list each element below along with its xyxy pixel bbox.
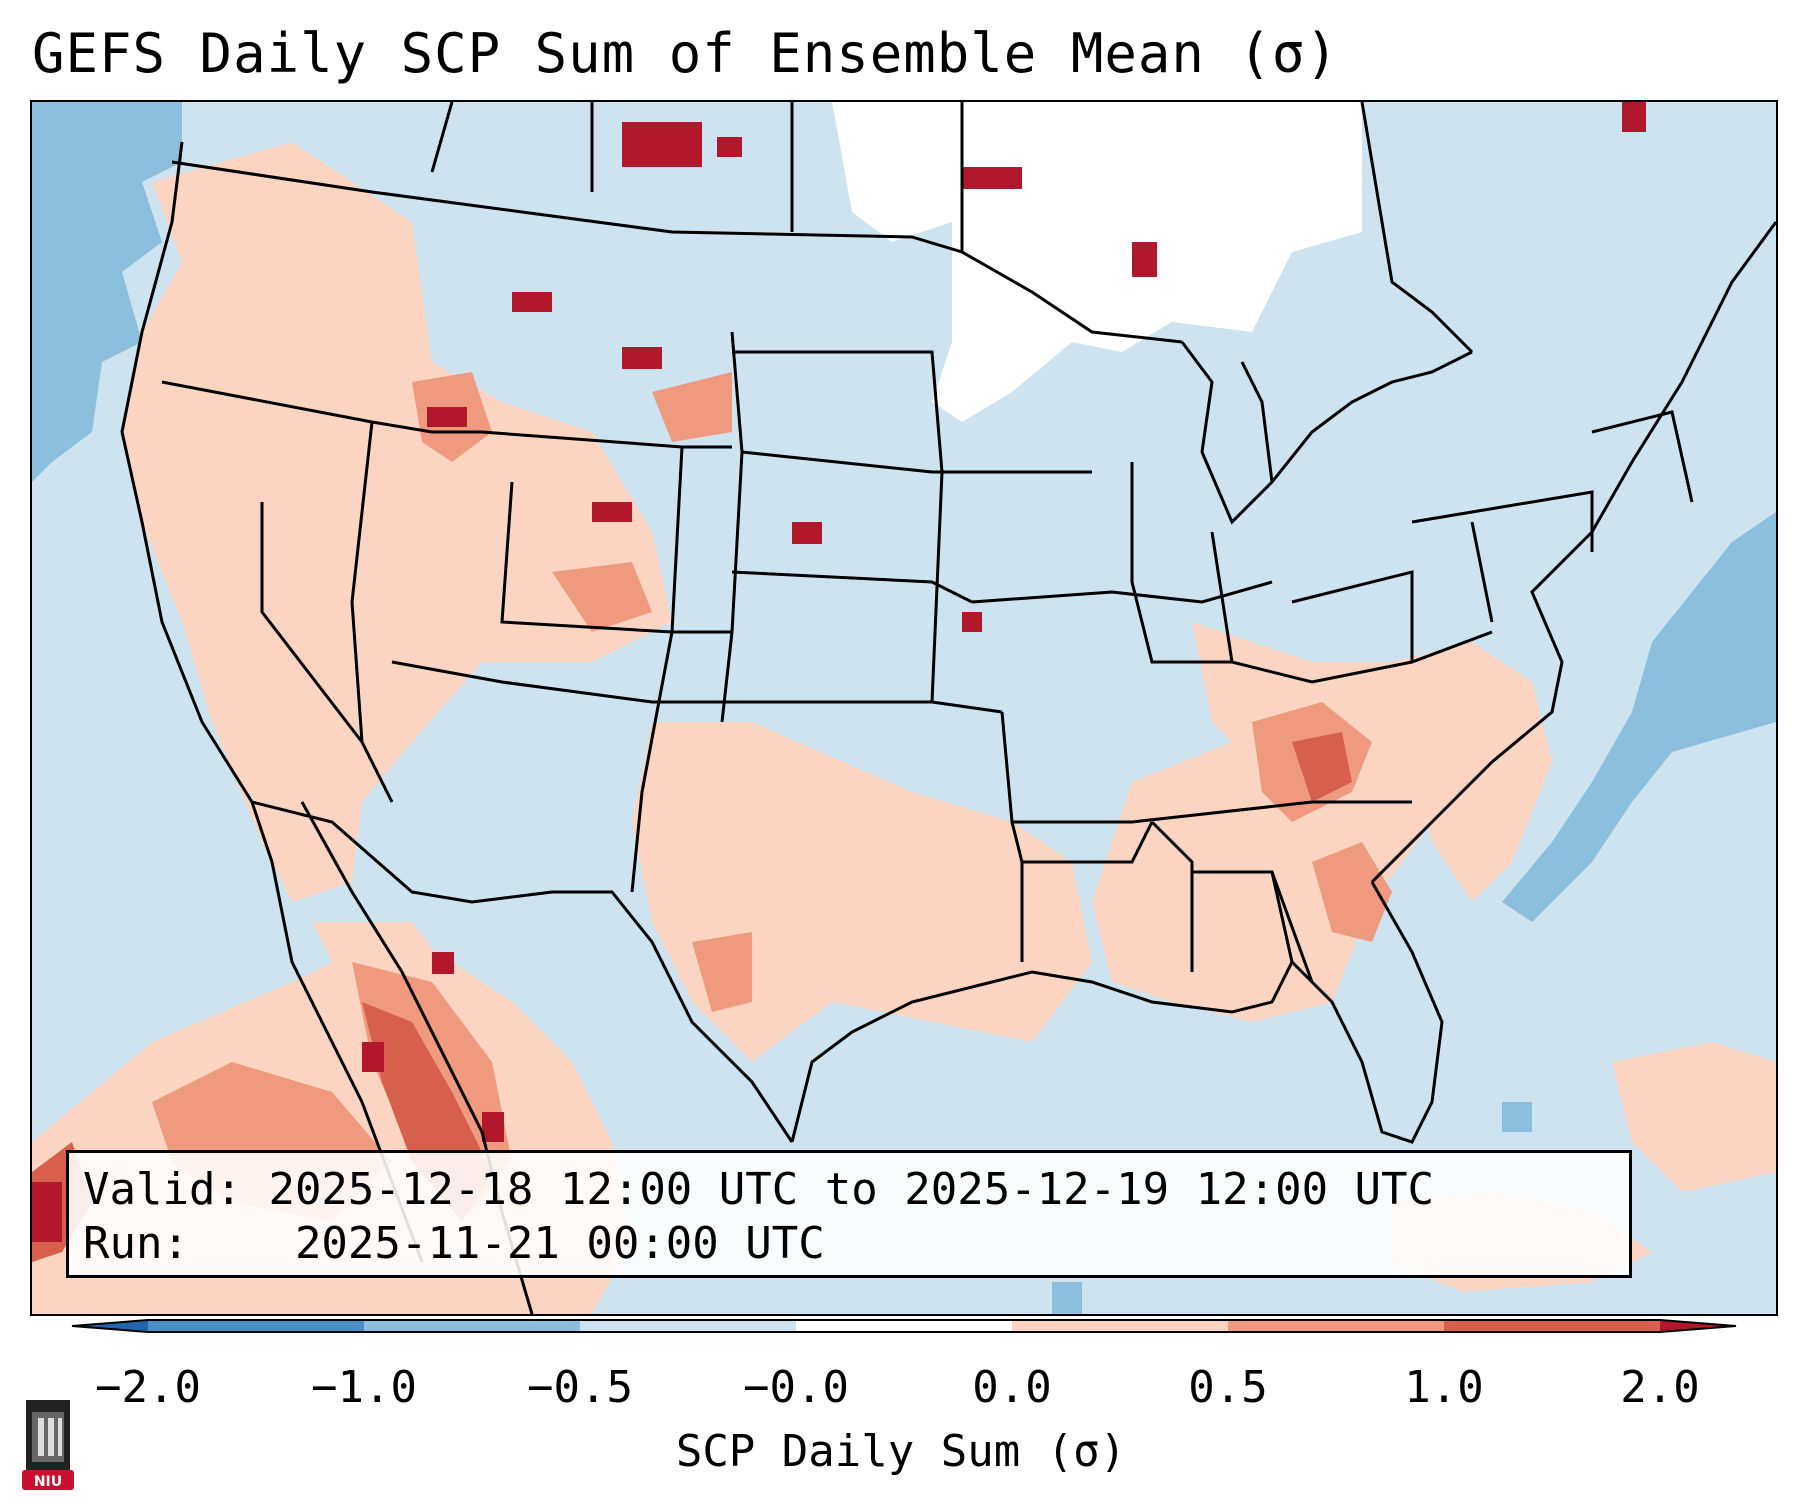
canada-line: [1360, 102, 1474, 354]
dark-red-cell: [1622, 102, 1646, 132]
niu-logo: NIU: [22, 1400, 74, 1490]
caribbean-peach: [1612, 1042, 1776, 1192]
state-line: [1470, 521, 1494, 623]
colorbar-bin: [796, 1320, 1012, 1332]
state-boundaries: [120, 102, 1776, 1314]
colorbar-outline: [71, 1319, 1737, 1333]
dark-red-cell: [1132, 242, 1157, 277]
state-line: [971, 580, 1273, 604]
valid-line: Valid: 2025-12-18 12:00 UTC to 2025-12-1…: [83, 1163, 1615, 1217]
wyoming-salmon: [552, 562, 652, 632]
state-line: [731, 570, 973, 604]
texas-panhandle-salmon: [692, 932, 752, 1012]
canada-white-area-2: [832, 102, 952, 242]
colorbar-tick-label: −0.0: [743, 1362, 849, 1413]
us-mexico-border: [251, 800, 794, 1143]
dark-red-cell: [362, 1042, 384, 1072]
canada-us-border: [171, 160, 1183, 344]
west-coast: [120, 141, 274, 863]
state-line: [161, 380, 732, 449]
colorbar-tick-label: −2.0: [95, 1362, 201, 1413]
pacific-negative-area: [32, 102, 182, 482]
state-line: [720, 331, 744, 723]
great-lakes: [1240, 361, 1274, 483]
dark-red-cell: [482, 1112, 504, 1142]
dark-red-cell: [512, 292, 552, 312]
caribbean-negative-cell: [1502, 1102, 1532, 1132]
valid-value: 2025-12-18 12:00 UTC to 2025-12-19 12:00…: [268, 1164, 1435, 1215]
great-lakes: [1180, 341, 1473, 525]
state-line: [732, 350, 944, 703]
state-line: [1591, 410, 1694, 503]
florida: [1290, 881, 1444, 1144]
colorbar: [71, 1319, 1737, 1333]
colorbar-bin: [1444, 1320, 1660, 1332]
gulf-negative-cell: [1052, 1282, 1082, 1314]
state-line: [1210, 531, 1234, 663]
west-coast-peach: [122, 142, 672, 902]
negative-anomaly-areas: [32, 102, 1776, 1314]
state-line: [741, 450, 1092, 474]
state-line: [260, 502, 364, 743]
dark-red-cell: [427, 407, 467, 427]
run-label: Run:: [83, 1218, 189, 1269]
state-line: [1000, 711, 1024, 962]
colorbar-over-arrow: [1660, 1320, 1736, 1332]
canada-line: [430, 102, 454, 173]
montana-salmon: [652, 372, 732, 442]
colorbar-bin: [364, 1320, 580, 1332]
atlantic-negative-area: [1502, 512, 1776, 922]
state-line: [350, 421, 394, 803]
state-line: [1411, 490, 1594, 552]
state-line: [500, 481, 732, 634]
east-coast: [1370, 221, 1776, 884]
scp-map: [32, 102, 1776, 1314]
gulf-coast: [790, 961, 1294, 1143]
dark-red-cell: [432, 952, 454, 974]
dark-red-cell: [622, 347, 662, 369]
dark-red-cell: [792, 522, 822, 544]
run-value: 2025-11-21 00:00 UTC: [294, 1218, 825, 1269]
colorbar-tick-label: 1.0: [1404, 1362, 1484, 1413]
niu-logo-text: NIU: [34, 1474, 62, 1490]
state-line: [1130, 462, 1493, 684]
state-line: [1150, 820, 1194, 972]
colorbar-bin: [1012, 1320, 1228, 1332]
dark-red-cell: [622, 122, 702, 167]
colorbar-tick-label: 2.0: [1620, 1362, 1700, 1413]
colorbar-tick-label: 0.5: [1188, 1362, 1268, 1413]
map-panel[interactable]: [30, 100, 1778, 1316]
colorbar-tick-label: 0.0: [972, 1362, 1052, 1413]
colorbar-tick-label: −0.5: [527, 1362, 633, 1413]
valid-run-info-box: Valid: 2025-12-18 12:00 UTC to 2025-12-1…: [66, 1150, 1632, 1278]
colorbar-tick-label: −1.0: [311, 1362, 417, 1413]
valid-label: Valid:: [83, 1164, 242, 1215]
dark-red-cell: [592, 502, 632, 522]
map-title: GEFS Daily SCP Sum of Ensemble Mean (σ): [32, 22, 1339, 85]
state-line: [1270, 871, 1314, 983]
colorbar-bin: [1228, 1320, 1444, 1332]
run-line: Run: 2025-11-21 00:00 UTC: [83, 1217, 1615, 1271]
state-line: [1012, 800, 1412, 824]
mid-atlantic-peach: [1392, 642, 1552, 902]
state-line: [391, 660, 1003, 714]
dark-red-cell: [962, 612, 982, 632]
georgia-salmon: [1312, 842, 1392, 942]
state-line: [630, 446, 684, 893]
dark-red-cell: [717, 137, 742, 157]
colorbar-under-arrow: [72, 1320, 148, 1332]
state-line: [1291, 570, 1414, 662]
colorbar-bin: [580, 1320, 796, 1332]
positive-anomaly-areas: [32, 102, 1776, 1314]
dark-red-cell: [962, 167, 1022, 189]
state-line: [1022, 821, 1154, 864]
appalachia-red: [1292, 732, 1352, 802]
colorbar-bin: [148, 1320, 364, 1332]
near-zero-areas: [832, 102, 1362, 422]
colorbar-label: SCP Daily Sum (σ): [675, 1426, 1127, 1477]
dark-red-cell: [32, 1182, 62, 1242]
